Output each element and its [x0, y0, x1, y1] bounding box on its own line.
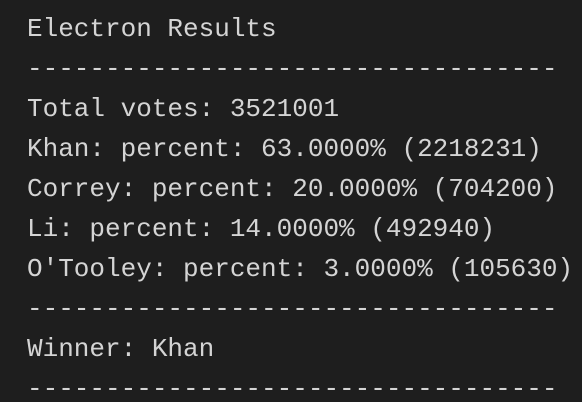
terminal-line: Khan: percent: 63.0000% (2218231)	[27, 134, 542, 164]
terminal-line: ----------------------------------	[27, 54, 558, 84]
terminal-line: Total votes: 3521001	[27, 94, 340, 124]
terminal-line: Winner: Khan	[27, 334, 215, 364]
terminal-line: Correy: percent: 20.0000% (704200)	[27, 174, 558, 204]
terminal-line: ----------------------------------	[27, 374, 558, 402]
terminal-line: O'Tooley: percent: 3.0000% (105630)	[27, 254, 574, 284]
terminal-line: Li: percent: 14.0000% (492940)	[27, 214, 496, 244]
terminal-line: Electron Results	[27, 14, 277, 44]
terminal-line: ----------------------------------	[27, 294, 558, 324]
